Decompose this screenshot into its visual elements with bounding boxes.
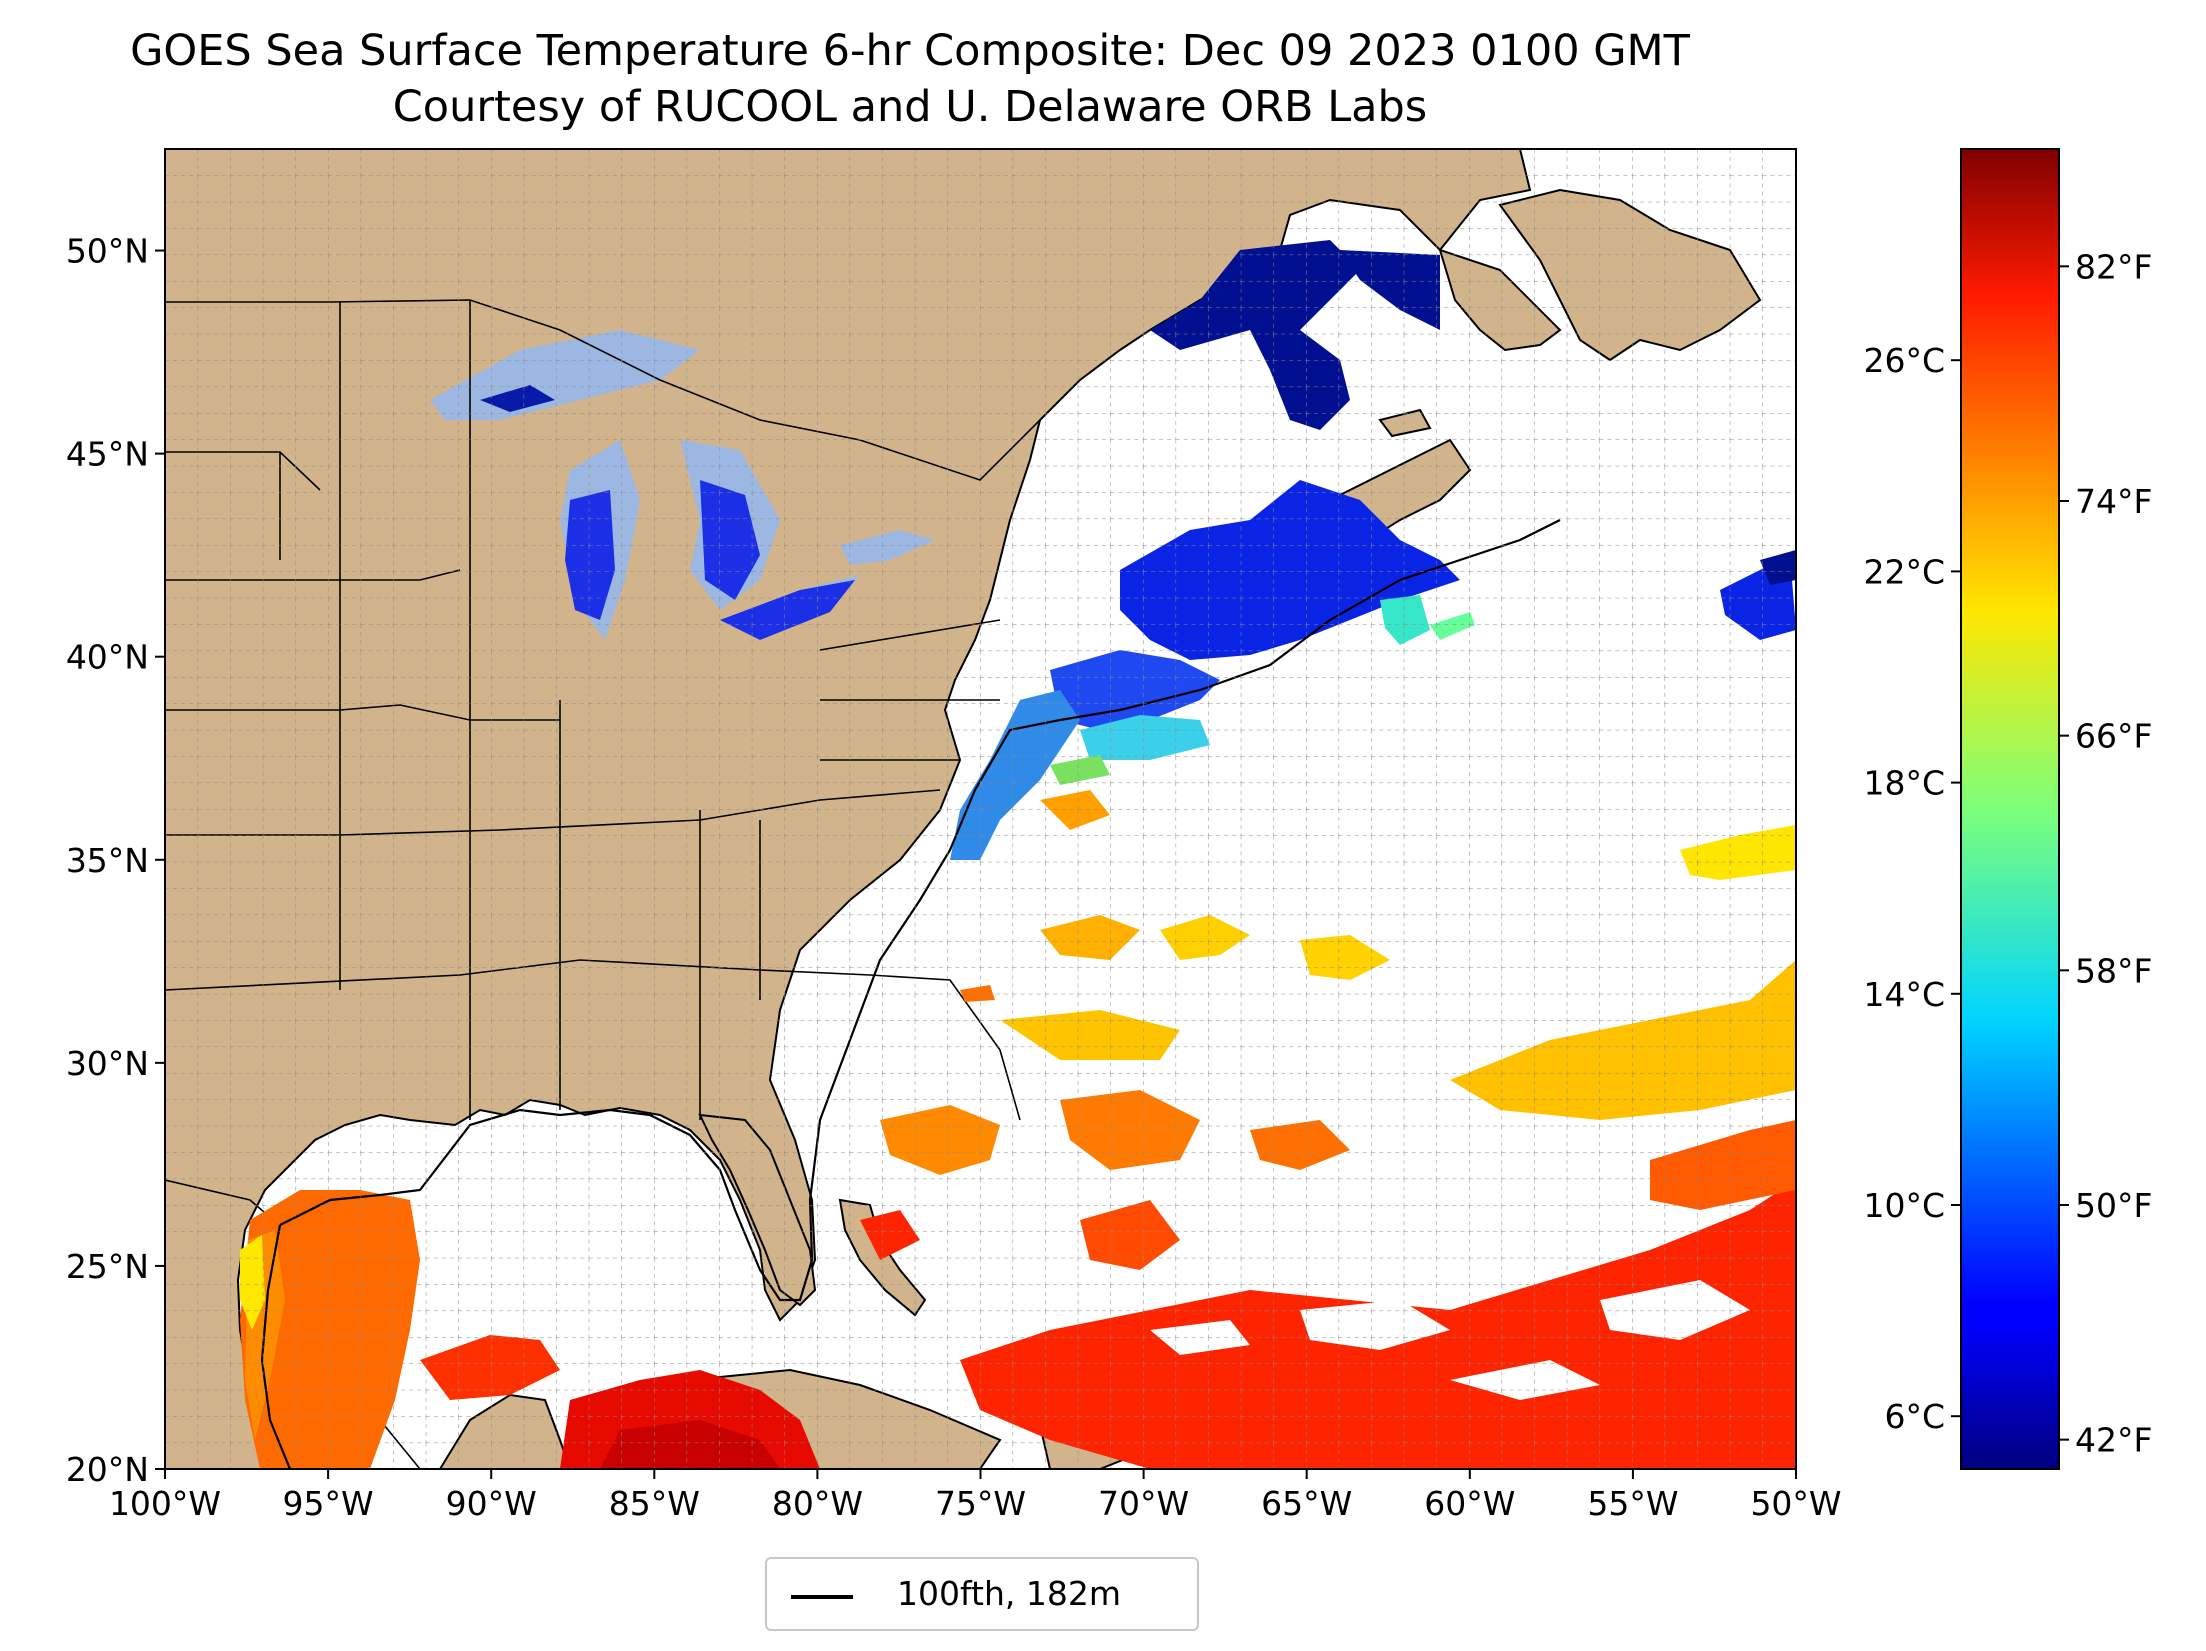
- fahrenheit-tick-label: 50°F: [2075, 1186, 2152, 1225]
- colorbar: [1960, 148, 2060, 1470]
- legend: 100fth, 182m: [765, 1557, 1199, 1631]
- celsius-tick-label: 6°C: [1884, 1397, 1945, 1436]
- lat-axis: 20°N 25°N 30°N 35°N 40°N 45°N 50°N: [66, 232, 165, 1489]
- celsius-tick-label: 10°C: [1863, 1186, 1945, 1225]
- lat-tick-label: 35°N: [66, 841, 149, 880]
- celsius-tick-label: 22°C: [1863, 552, 1945, 591]
- figure-title: GOES Sea Surface Temperature 6-hr Compos…: [130, 26, 1690, 76]
- colorbar-celsius-axis: 6°C 10°C 14°C 18°C 22°C 26°C: [1863, 341, 1961, 1436]
- map-panel: [165, 149, 1796, 1469]
- figure-subtitle: Courtesy of RUCOOL and U. Delaware ORB L…: [392, 82, 1428, 132]
- lat-tick-label: 25°N: [66, 1247, 149, 1286]
- lat-tick-label: 40°N: [66, 638, 149, 677]
- fahrenheit-tick-label: 66°F: [2075, 717, 2152, 756]
- legend-label: 100fth, 182m: [897, 1574, 1121, 1613]
- colorbar-fahrenheit-axis: 42°F 50°F 58°F 66°F 74°F 82°F: [2059, 247, 2152, 1460]
- lat-tick-label: 20°N: [66, 1450, 149, 1489]
- fahrenheit-tick-label: 58°F: [2075, 951, 2152, 990]
- fahrenheit-tick-label: 74°F: [2075, 482, 2152, 521]
- lat-tick-label: 30°N: [66, 1044, 149, 1083]
- legend-line-swatch: [791, 1595, 853, 1599]
- lon-axis: 100°W 95°W 90°W 85°W 80°W 75°W 70°W 65°W 60°W 55°…: [109, 1469, 1842, 1523]
- lon-tick-label: 100°W: [109, 1484, 221, 1523]
- lat-tick-label: 50°N: [66, 232, 149, 271]
- lon-tick-label: 60°W: [1424, 1484, 1515, 1523]
- lon-tick-label: 90°W: [446, 1484, 537, 1523]
- lon-tick-label: 80°W: [772, 1484, 863, 1523]
- lon-tick-label: 85°W: [609, 1484, 700, 1523]
- fahrenheit-tick-label: 82°F: [2075, 247, 2152, 286]
- lon-tick-label: 55°W: [1587, 1484, 1678, 1523]
- lat-tick-label: 45°N: [66, 435, 149, 474]
- lon-tick-label: 50°W: [1750, 1484, 1841, 1523]
- lon-tick-label: 95°W: [283, 1484, 374, 1523]
- graticule-grid: [165, 149, 1796, 1469]
- lon-tick-label: 75°W: [935, 1484, 1026, 1523]
- lon-tick-label: 65°W: [1261, 1484, 1352, 1523]
- celsius-tick-label: 14°C: [1863, 975, 1945, 1014]
- lon-tick-label: 70°W: [1098, 1484, 1189, 1523]
- celsius-tick-label: 18°C: [1863, 764, 1945, 803]
- fahrenheit-tick-label: 42°F: [2075, 1421, 2152, 1460]
- celsius-tick-label: 26°C: [1863, 341, 1945, 380]
